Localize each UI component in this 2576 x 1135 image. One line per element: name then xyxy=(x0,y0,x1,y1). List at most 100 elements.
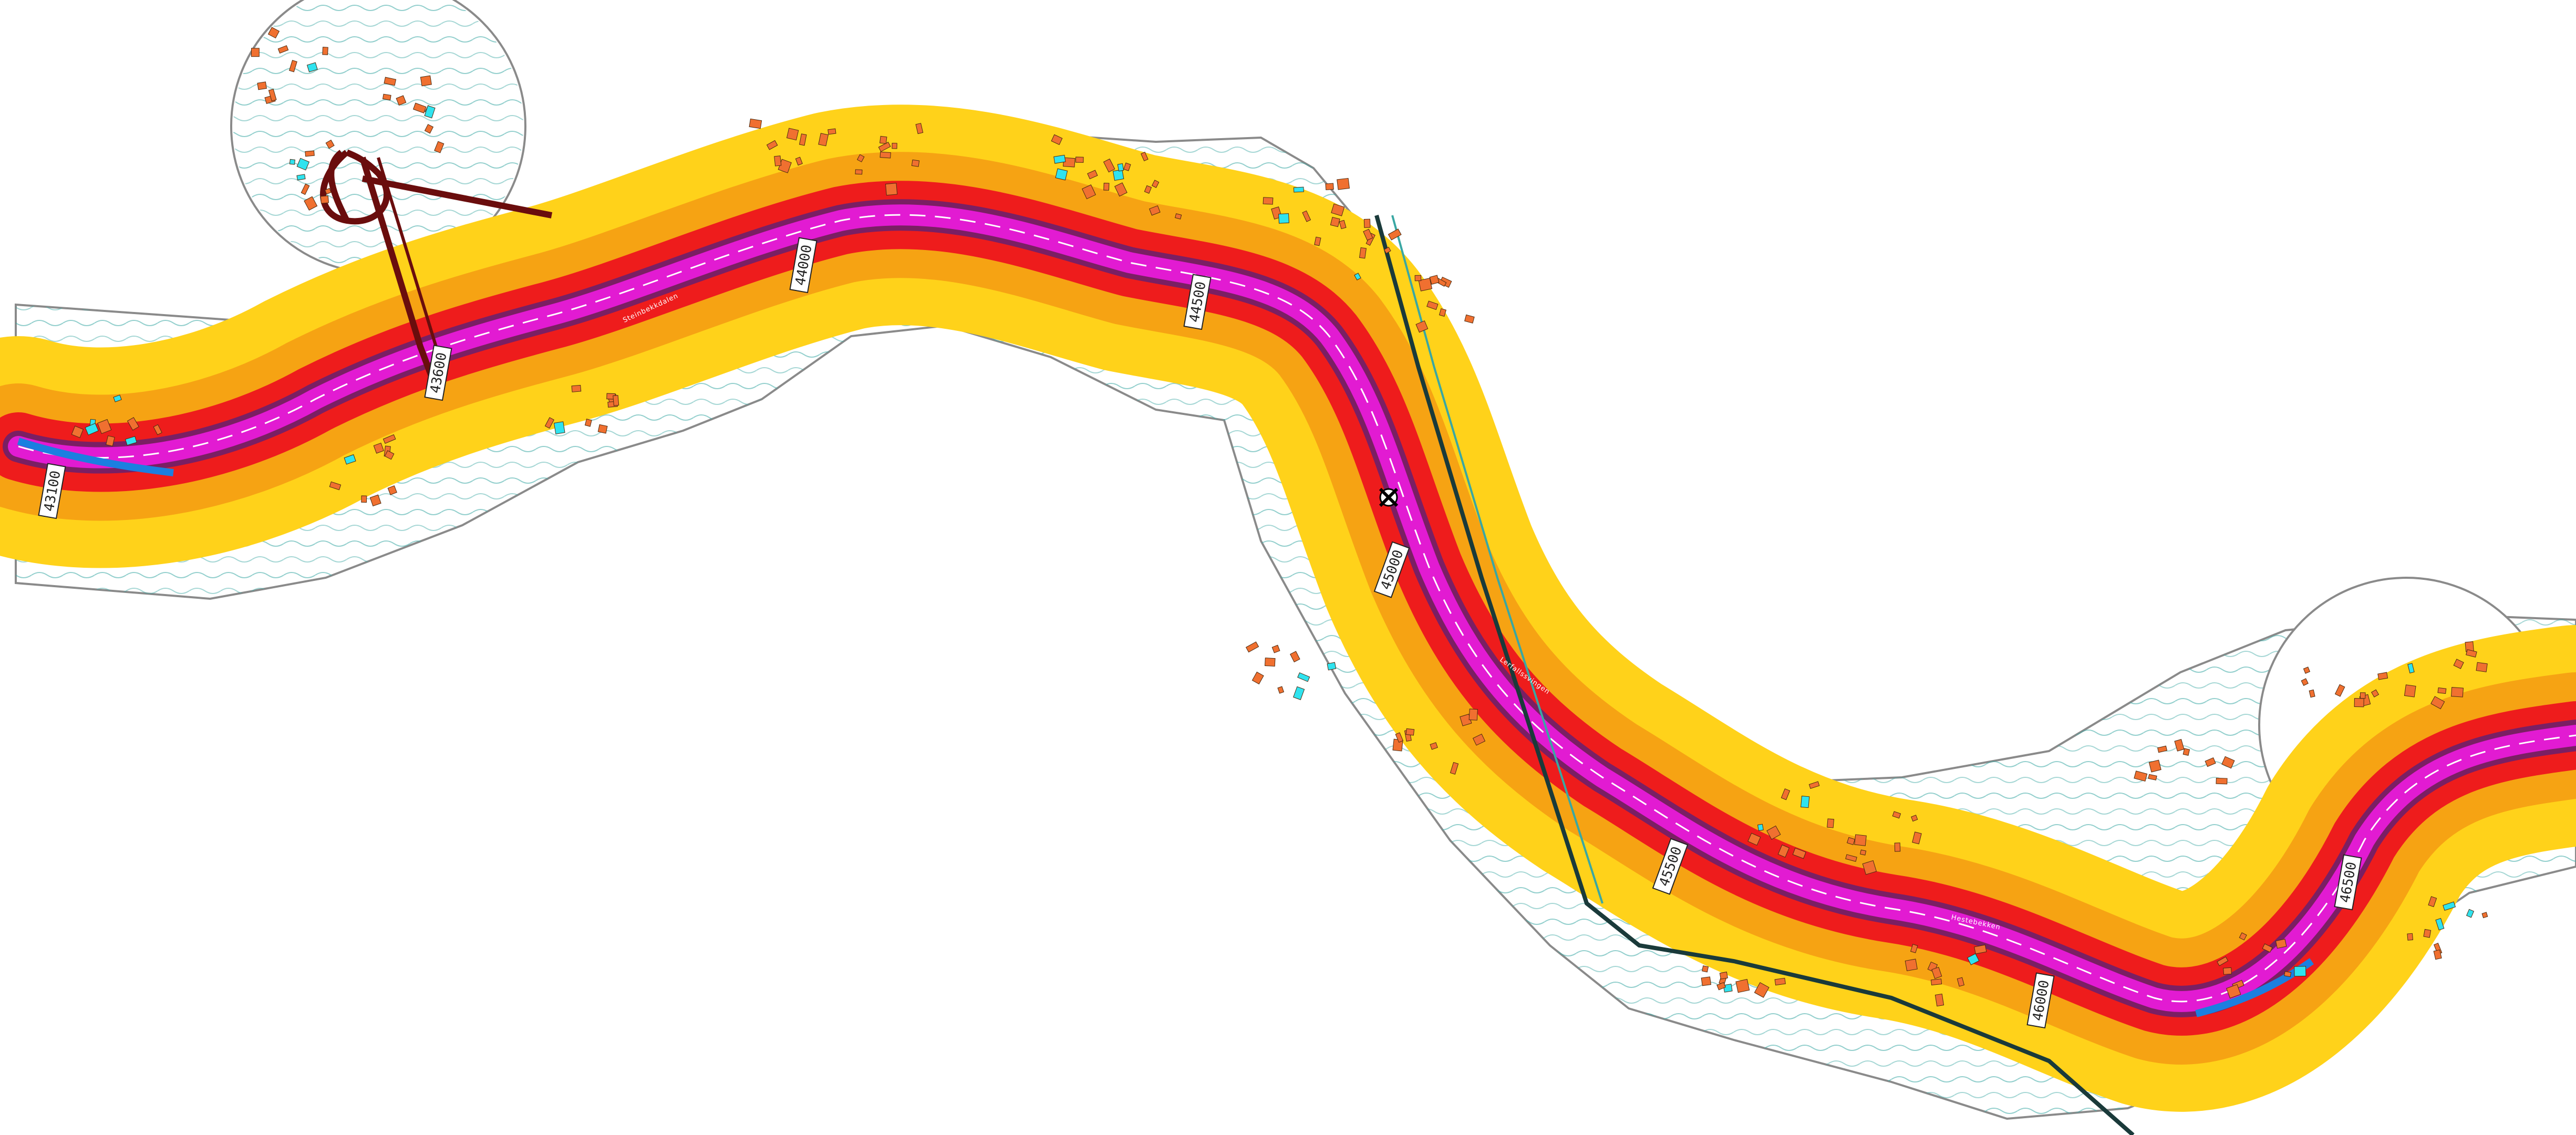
building xyxy=(544,417,555,429)
building xyxy=(1766,825,1781,840)
building xyxy=(1103,183,1110,191)
building xyxy=(2303,667,2311,674)
building xyxy=(106,435,115,446)
building xyxy=(1337,178,1350,190)
building-cyan xyxy=(1757,824,1764,831)
building-cyan xyxy=(1053,154,1066,164)
measurement-point-icon xyxy=(1379,487,1399,507)
buildings xyxy=(71,27,2488,1007)
building xyxy=(1245,641,1259,653)
chainage-label-box xyxy=(789,237,818,294)
building xyxy=(1716,982,1726,991)
building-cyan xyxy=(1293,686,1305,700)
building xyxy=(2148,759,2161,773)
building xyxy=(2476,662,2488,672)
building xyxy=(1450,762,1459,775)
building-cyan xyxy=(2294,966,2306,977)
building xyxy=(880,151,891,159)
building xyxy=(1175,213,1182,220)
building xyxy=(305,150,315,157)
building xyxy=(2217,956,2229,966)
building xyxy=(1735,978,1750,993)
building xyxy=(1702,965,1709,973)
building xyxy=(855,169,863,175)
building xyxy=(892,143,897,149)
building xyxy=(2223,967,2232,975)
building xyxy=(1277,686,1285,694)
building xyxy=(1415,320,1429,333)
building xyxy=(2377,672,2388,680)
building xyxy=(786,128,799,141)
building-cyan xyxy=(344,454,356,465)
building xyxy=(2216,777,2228,785)
building-cyan xyxy=(1055,168,1068,181)
ramp-south-2 xyxy=(377,157,438,347)
building xyxy=(1808,781,1820,789)
railway-main xyxy=(1374,214,2135,1135)
building xyxy=(1302,210,1311,222)
building xyxy=(2430,696,2445,710)
building xyxy=(1777,844,1790,858)
building xyxy=(2134,770,2148,782)
building xyxy=(1395,732,1404,743)
building-cyan xyxy=(2435,918,2445,931)
building xyxy=(288,60,297,72)
building xyxy=(766,140,778,150)
building xyxy=(818,133,829,147)
building xyxy=(2182,748,2190,756)
building xyxy=(613,395,619,406)
building xyxy=(382,434,396,444)
building xyxy=(1265,658,1276,667)
building xyxy=(1330,216,1340,227)
building xyxy=(1263,197,1274,205)
building xyxy=(320,195,329,204)
building-cyan xyxy=(2443,901,2456,911)
building xyxy=(915,123,924,134)
building xyxy=(1363,228,1373,241)
building xyxy=(1141,151,1149,162)
building xyxy=(1388,228,1402,241)
building xyxy=(424,124,434,134)
building-cyan xyxy=(424,105,436,119)
building xyxy=(1149,205,1161,216)
building-cyan xyxy=(1117,163,1124,172)
building xyxy=(774,155,782,166)
building-cyan xyxy=(1297,672,1310,682)
building xyxy=(384,450,395,460)
building xyxy=(799,133,807,146)
building xyxy=(1747,832,1761,846)
building xyxy=(1846,837,1856,846)
building xyxy=(1827,818,1835,828)
building xyxy=(1472,733,1486,746)
chainage-label-box xyxy=(38,463,66,519)
building xyxy=(1114,182,1127,197)
building xyxy=(1339,220,1347,230)
building xyxy=(1359,247,1367,259)
building xyxy=(71,425,84,439)
building xyxy=(1862,860,1877,875)
building xyxy=(2481,912,2488,919)
building-cyan xyxy=(1354,273,1361,280)
building xyxy=(369,494,381,507)
building xyxy=(322,47,328,55)
building xyxy=(1290,651,1300,663)
building xyxy=(1905,959,1918,972)
building xyxy=(1860,849,1867,856)
building xyxy=(1774,977,1786,986)
building xyxy=(885,183,898,196)
building xyxy=(1931,966,1942,979)
building xyxy=(267,27,280,39)
chainage-label-box xyxy=(2334,854,2362,911)
building xyxy=(1792,847,1806,859)
building xyxy=(1103,158,1115,173)
chainage-label-box xyxy=(1652,838,1689,895)
building xyxy=(2262,943,2273,953)
building-cyan xyxy=(125,436,137,446)
building xyxy=(878,141,891,152)
building xyxy=(2433,949,2442,960)
building xyxy=(1854,834,1867,846)
building xyxy=(2221,756,2235,769)
building xyxy=(325,139,335,149)
